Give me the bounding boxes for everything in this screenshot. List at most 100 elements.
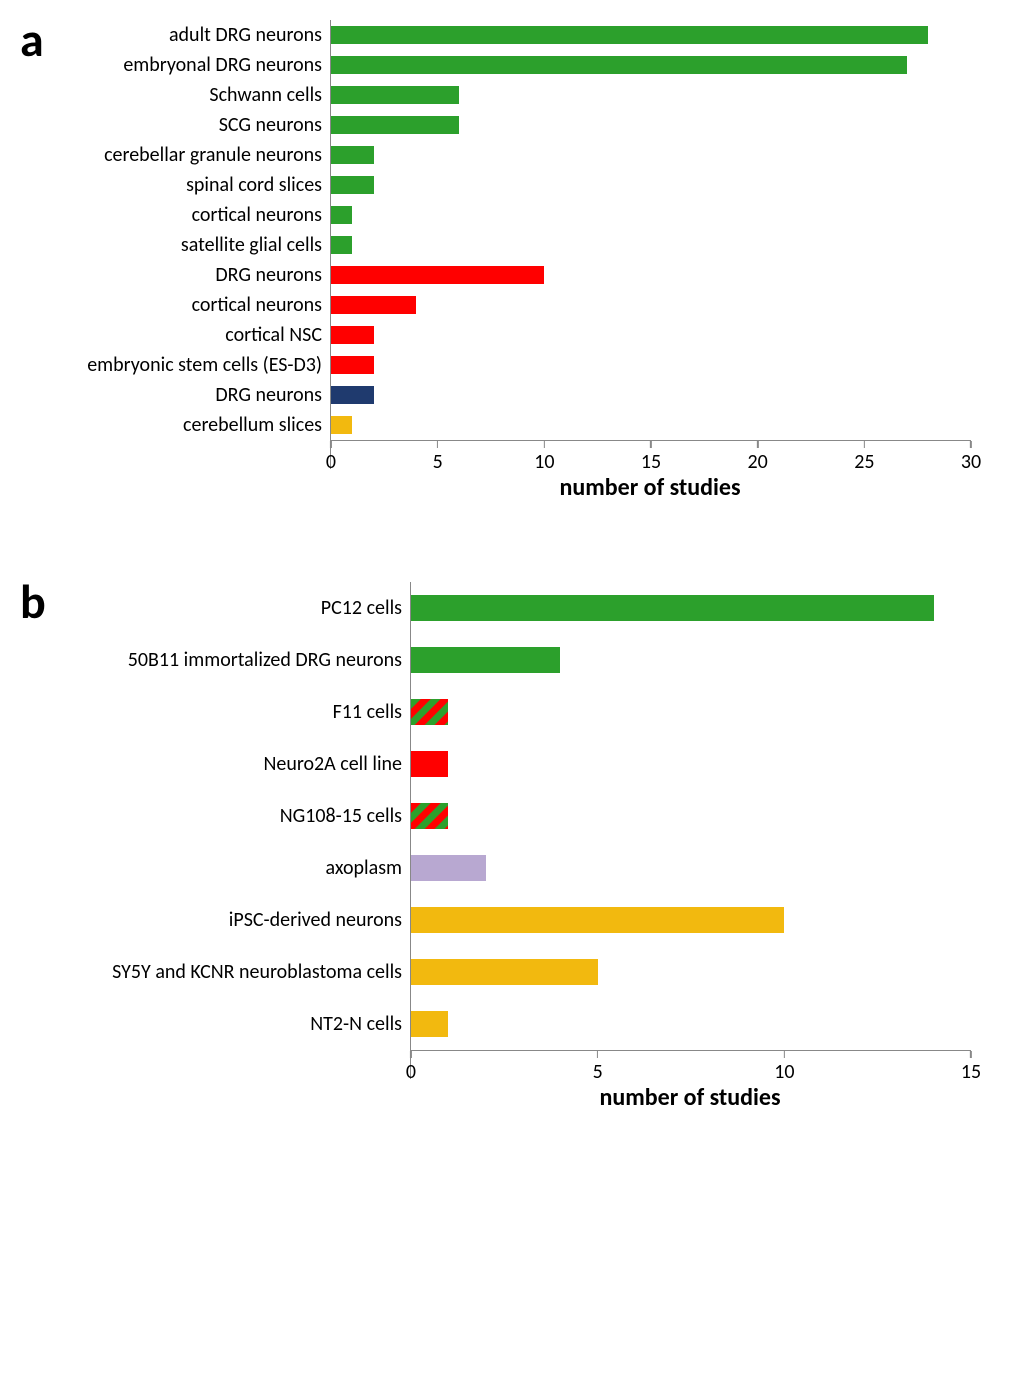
chart-a-ylabels: adult DRG neuronsembryonal DRG neuronsSc…: [20, 20, 330, 440]
category-label: Neuro2A cell line: [20, 738, 410, 790]
tick-label: 15: [641, 450, 661, 474]
bar: [331, 26, 928, 44]
bar-row: [331, 20, 971, 50]
category-label: cortical neurons: [20, 290, 330, 320]
category-label: satellite glial cells: [20, 230, 330, 260]
chart-a-xtitle: number of studies: [330, 473, 970, 502]
tick-label: 15: [961, 1060, 981, 1084]
bar: [411, 803, 448, 829]
bar: [331, 116, 459, 134]
tick-mark: [544, 441, 546, 448]
x-tick: 30: [961, 441, 981, 474]
tick-label: 0: [326, 450, 336, 474]
bar-row: [411, 790, 971, 842]
chart-a-ticks: 051015202530: [331, 441, 971, 469]
bar: [331, 206, 352, 224]
category-label: 50B11 immortalized DRG neurons: [20, 634, 410, 686]
bar-row: [331, 50, 971, 80]
category-label: embryonic stem cells (ES-D3): [20, 350, 330, 380]
tick-label: 0: [406, 1060, 416, 1084]
bar-row: [411, 946, 971, 998]
bar: [411, 1011, 448, 1037]
tick-mark: [970, 441, 972, 448]
bar: [331, 146, 374, 164]
chart-a: adult DRG neuronsembryonal DRG neuronsSc…: [20, 20, 994, 502]
bar: [411, 699, 448, 725]
chart-b-xtitle: number of studies: [410, 1083, 970, 1112]
bar-row: [331, 80, 971, 110]
bar-row: [411, 686, 971, 738]
x-tick: 20: [748, 441, 768, 474]
tick-mark: [330, 441, 332, 448]
tick-label: 5: [593, 1060, 603, 1084]
bar: [411, 907, 784, 933]
tick-label: 10: [534, 450, 554, 474]
chart-b-plot: 051015: [410, 582, 971, 1079]
bar-row: [331, 230, 971, 260]
bar: [331, 386, 374, 404]
x-tick: 10: [774, 1051, 794, 1084]
x-tick: 10: [534, 441, 554, 474]
chart-a-plot: 051015202530: [330, 20, 971, 469]
x-tick: 5: [593, 1051, 603, 1084]
bar: [411, 959, 598, 985]
bar: [411, 855, 486, 881]
bar-row: [331, 380, 971, 410]
tick-label: 30: [961, 450, 981, 474]
category-label: PC12 cells: [20, 582, 410, 634]
x-tick: 5: [433, 441, 443, 474]
bar-row: [331, 410, 971, 440]
category-label: F11 cells: [20, 686, 410, 738]
bar: [331, 176, 374, 194]
x-tick: 15: [961, 1051, 981, 1084]
bar: [331, 326, 374, 344]
chart-b-ticks: 051015: [411, 1051, 971, 1079]
category-label: Schwann cells: [20, 80, 330, 110]
tick-mark: [757, 441, 759, 448]
bar: [331, 236, 352, 254]
bar-row: [331, 200, 971, 230]
tick-mark: [650, 441, 652, 448]
bar-row: [331, 320, 971, 350]
category-label: SY5Y and KCNR neuroblastoma cells: [20, 946, 410, 998]
bar: [331, 416, 352, 434]
bar-row: [331, 110, 971, 140]
category-label: adult DRG neurons: [20, 20, 330, 50]
category-label: spinal cord slices: [20, 170, 330, 200]
tick-label: 5: [433, 450, 443, 474]
x-tick: 25: [854, 441, 874, 474]
category-label: iPSC-derived neurons: [20, 894, 410, 946]
tick-label: 10: [774, 1060, 794, 1084]
tick-label: 20: [748, 450, 768, 474]
category-label: NT2-N cells: [20, 998, 410, 1050]
bar-row: [331, 140, 971, 170]
category-label: cerebellum slices: [20, 410, 330, 440]
panel-b-label: b: [20, 572, 46, 631]
chart-b: PC12 cells50B11 immortalized DRG neurons…: [20, 582, 994, 1112]
bar-row: [331, 170, 971, 200]
bar-row: [411, 738, 971, 790]
x-tick: 0: [326, 441, 336, 474]
category-label: axoplasm: [20, 842, 410, 894]
chart-a-bars: [331, 20, 971, 440]
tick-label: 25: [854, 450, 874, 474]
tick-mark: [597, 1051, 599, 1058]
category-label: NG108-15 cells: [20, 790, 410, 842]
bar: [331, 296, 416, 314]
category-label: DRG neurons: [20, 260, 330, 290]
category-label: SCG neurons: [20, 110, 330, 140]
chart-b-ylabels: PC12 cells50B11 immortalized DRG neurons…: [20, 582, 410, 1050]
bar: [331, 86, 459, 104]
chart-b-bars: [411, 582, 971, 1050]
bar-row: [411, 894, 971, 946]
tick-mark: [970, 1051, 972, 1058]
bar: [411, 595, 934, 621]
panel-a-label: a: [20, 10, 44, 69]
category-label: cerebellar granule neurons: [20, 140, 330, 170]
bar-row: [331, 350, 971, 380]
tick-mark: [410, 1051, 412, 1058]
tick-mark: [864, 441, 866, 448]
bar: [331, 56, 907, 74]
category-label: cortical neurons: [20, 200, 330, 230]
category-label: DRG neurons: [20, 380, 330, 410]
